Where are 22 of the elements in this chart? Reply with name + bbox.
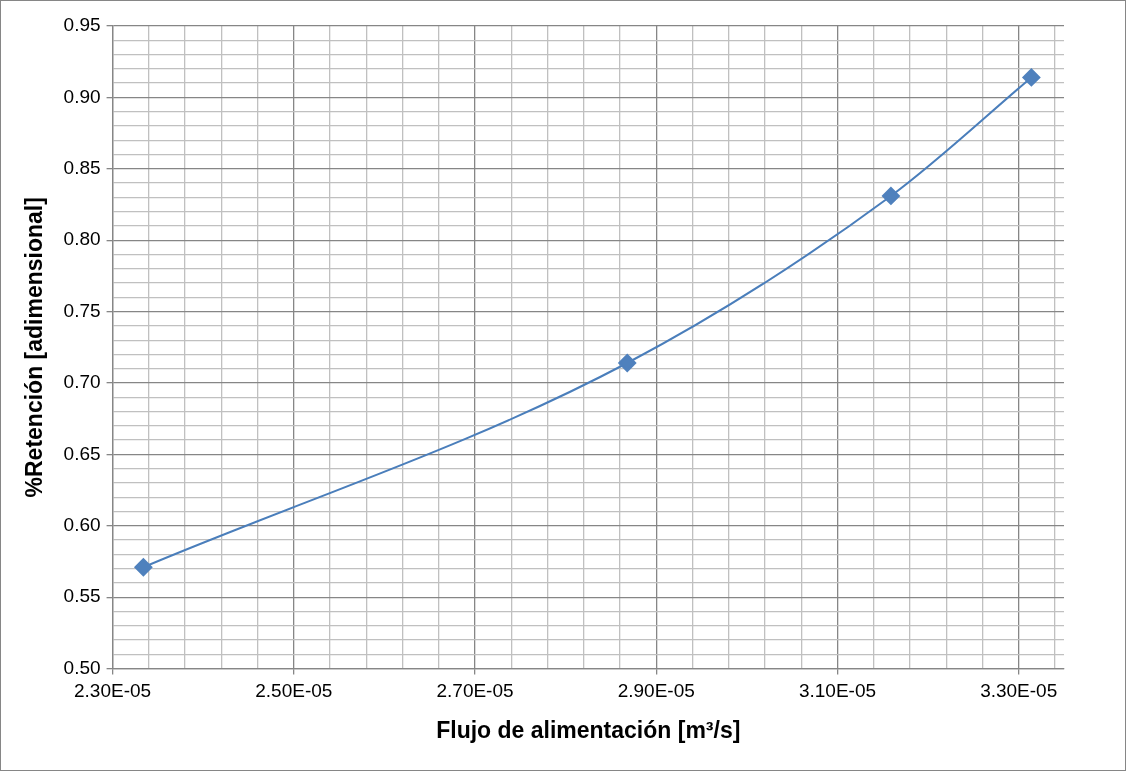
- y-axis-title: %Retención [adimensional]: [21, 197, 48, 498]
- y-tick-label: 0.65: [63, 442, 101, 464]
- x-tick-label: 3.10E-05: [798, 680, 877, 702]
- y-tick-label: 0.80: [63, 228, 101, 250]
- x-tick-label: 2.30E-05: [74, 680, 152, 702]
- point: [618, 354, 637, 373]
- x-axis-title: Flujo de alimentación [m³/s]: [436, 716, 741, 743]
- y-tick-label: 0.55: [63, 585, 101, 607]
- x-tick-label: 2.90E-05: [617, 680, 695, 702]
- y-tick-label: 0.85: [63, 157, 101, 179]
- y-tick-label: 0.75: [63, 299, 101, 321]
- x-tick-label: 2.70E-05: [436, 680, 514, 702]
- x-tick-label: 2.50E-05: [255, 680, 333, 702]
- y-tick-label: 0.60: [63, 514, 101, 536]
- point: [134, 558, 153, 577]
- y-tick-label: 0.90: [63, 85, 101, 107]
- x-tick-label: 3.30E-05: [980, 680, 1058, 702]
- point: [1022, 68, 1041, 87]
- y-tick-label: 0.70: [63, 371, 101, 393]
- y-tick-label: 0.95: [63, 14, 101, 36]
- point: [881, 186, 900, 205]
- y-tick-label: 0.50: [63, 656, 101, 678]
